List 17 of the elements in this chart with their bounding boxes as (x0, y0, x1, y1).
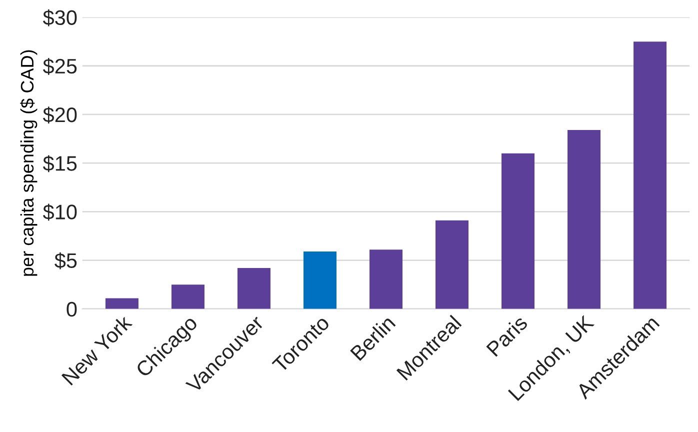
y-tick-label: $20 (42, 106, 77, 124)
y-tick-label: $25 (42, 58, 77, 75)
bar (634, 42, 667, 309)
y-tick-label: $30 (42, 9, 77, 26)
bar (436, 220, 468, 309)
y-tick-label: $5 (54, 252, 77, 270)
y-tick-label: 0 (66, 302, 77, 317)
y-axis-title: per capita spending ($ CAD) (20, 50, 38, 276)
y-tick-label: $10 (42, 204, 77, 221)
bar (237, 268, 270, 309)
y-tick-label: $15 (42, 155, 77, 172)
bar (568, 130, 601, 309)
bar (502, 153, 535, 309)
bar (171, 284, 204, 309)
bar (369, 250, 402, 309)
bar (105, 298, 138, 309)
bar (303, 252, 336, 309)
